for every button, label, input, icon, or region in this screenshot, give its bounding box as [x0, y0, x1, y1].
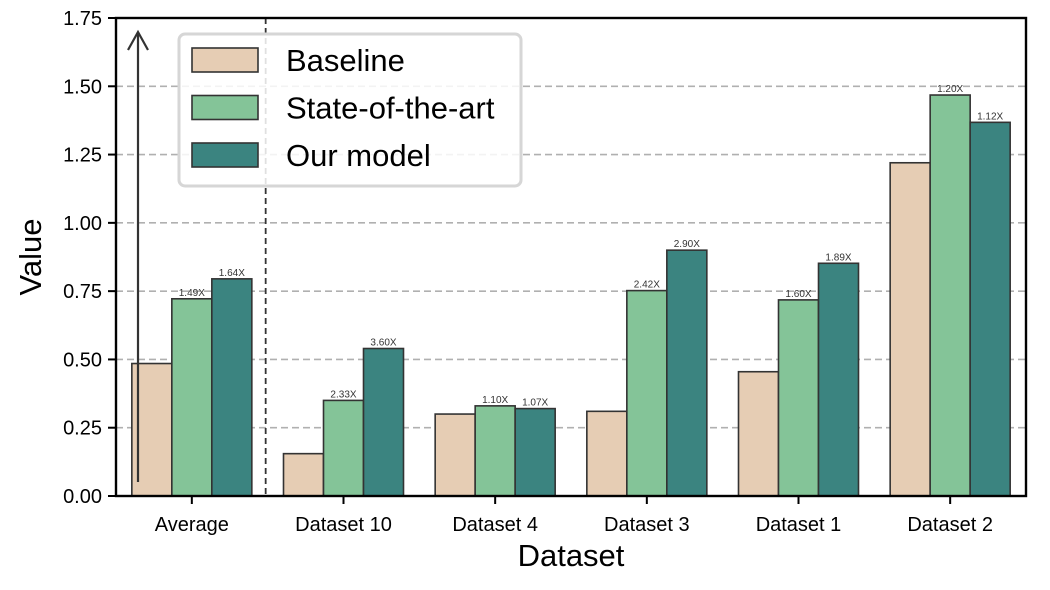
y-tick-label: 1.25 [63, 145, 102, 167]
bar [322, 399, 365, 497]
bar [514, 407, 556, 497]
bar-data-label: 1.12X [977, 111, 1003, 122]
bar [817, 262, 860, 497]
x-tick-label: Dataset 10 [295, 514, 392, 536]
y-tick-label: 0.50 [63, 349, 102, 371]
x-tick-label: Dataset 4 [452, 514, 538, 536]
bar-data-label: 2.33X [330, 389, 356, 400]
bar [211, 278, 253, 497]
legend-swatch [191, 94, 259, 121]
grid-lines [116, 85, 1026, 429]
bar-data-label: 2.90X [674, 239, 700, 250]
bar-data-label: 1.10X [482, 395, 508, 406]
y-tick-label: 0.25 [63, 418, 102, 440]
y-tick-label: 1.75 [63, 8, 102, 30]
y-axis-ticks: 0.00 0.25 0.50 0.75 1.00 1.25 1.50 1.75 [63, 8, 116, 508]
x-tick-label: Dataset 3 [604, 514, 690, 536]
x-axis-ticks: Average Dataset 10 Dataset 4 Dataset 3 Datas… [155, 496, 993, 536]
bar [666, 249, 708, 497]
arrow-head [127, 29, 149, 51]
bar [889, 161, 931, 497]
bar [969, 121, 1011, 497]
bar [282, 452, 325, 497]
legend-swatch [191, 47, 259, 73]
bar-labels: 1.49X 1.64X 2.33X 3.60X 1.10X 1.07X 2.42X 2.90X… [179, 84, 1004, 409]
legend-label: Our model [286, 138, 431, 173]
legend: Baseline State-of-the-art Our model [177, 32, 523, 188]
up-arrow-icon [127, 29, 149, 482]
bar [434, 413, 476, 497]
x-tick-label: Average [155, 514, 229, 536]
plot-frame [114, 16, 1028, 498]
bar [777, 299, 820, 497]
bar-data-label: 1.07X [522, 398, 548, 409]
bar-data-label: 1.20X [937, 84, 963, 95]
legend-label: State-of-the-art [286, 91, 495, 126]
legend-label: Baseline [286, 43, 405, 78]
legend-box [177, 32, 523, 188]
bar [474, 405, 516, 497]
bar [737, 370, 780, 497]
bar-data-label: 1.60X [785, 289, 811, 300]
bar-data-label: 1.89X [825, 252, 851, 263]
bar-data-label: 2.42X [634, 280, 660, 291]
y-tick-label: 1.00 [63, 213, 102, 235]
bar [586, 410, 628, 497]
y-tick-label: 0.00 [63, 486, 102, 508]
bars [131, 94, 1011, 497]
x-tick-label: Dataset 2 [907, 514, 993, 536]
bar [171, 297, 213, 497]
y-axis-label: Value [13, 219, 48, 296]
bar [626, 289, 668, 497]
bar [929, 94, 971, 497]
x-tick-label: Dataset 1 [756, 514, 842, 536]
bar-data-label: 1.64X [219, 268, 245, 279]
y-tick-label: 1.50 [63, 76, 102, 98]
bar [362, 347, 405, 497]
x-axis-label: Dataset [518, 538, 625, 573]
bar-data-label: 1.49X [179, 288, 205, 299]
bar-data-label: 3.60X [370, 338, 396, 349]
y-tick-label: 0.75 [63, 281, 102, 303]
legend-swatch [191, 142, 259, 168]
